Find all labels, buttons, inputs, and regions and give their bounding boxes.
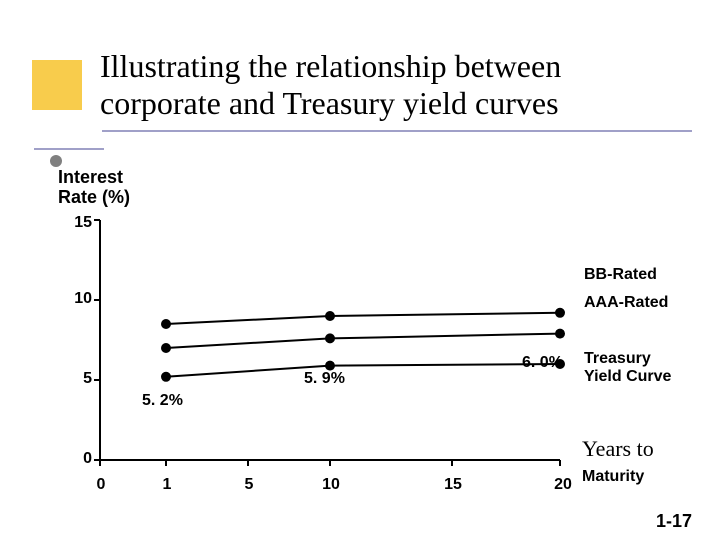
xtick-1: 1 xyxy=(152,476,182,494)
xtick-10: 10 xyxy=(316,476,346,494)
x-axis-title-bottom: Maturity xyxy=(582,468,644,486)
title-line-2: corporate and Treasury yield curves xyxy=(100,85,559,121)
series-label-aaa: AAA-Rated xyxy=(584,294,668,312)
xtick-15: 15 xyxy=(438,476,468,494)
point-label-5-9: 5. 9% xyxy=(304,370,345,388)
point-label-6-0: 6. 0% xyxy=(522,354,563,372)
title-underline xyxy=(102,130,692,132)
ytick-15: 15 xyxy=(62,214,92,232)
y-axis-label: Interest Rate (%) xyxy=(58,168,130,208)
title-underline-short xyxy=(34,148,104,150)
series-label-treasury: Treasury Yield Curve xyxy=(584,350,671,385)
accent-square xyxy=(32,60,82,110)
ytick-5: 5 xyxy=(62,370,92,388)
series-label-bb: BB-Rated xyxy=(584,266,657,284)
point-label-5-2: 5. 2% xyxy=(142,392,183,410)
yield-curve-chart xyxy=(100,220,560,460)
x-axis-title-top: Years to xyxy=(582,436,654,462)
slide: Illustrating the relationship between co… xyxy=(0,0,720,540)
ytick-10: 10 xyxy=(62,290,92,308)
slide-number: 1-17 xyxy=(656,511,692,532)
chart-svg xyxy=(100,220,560,460)
title-line-1: Illustrating the relationship between xyxy=(100,48,561,84)
ytick-0: 0 xyxy=(62,450,92,468)
slide-title: Illustrating the relationship between co… xyxy=(100,48,660,122)
xtick-20: 20 xyxy=(548,476,578,494)
xtick-0: 0 xyxy=(86,476,116,494)
xtick-5: 5 xyxy=(234,476,264,494)
accent-bullet xyxy=(50,155,62,167)
